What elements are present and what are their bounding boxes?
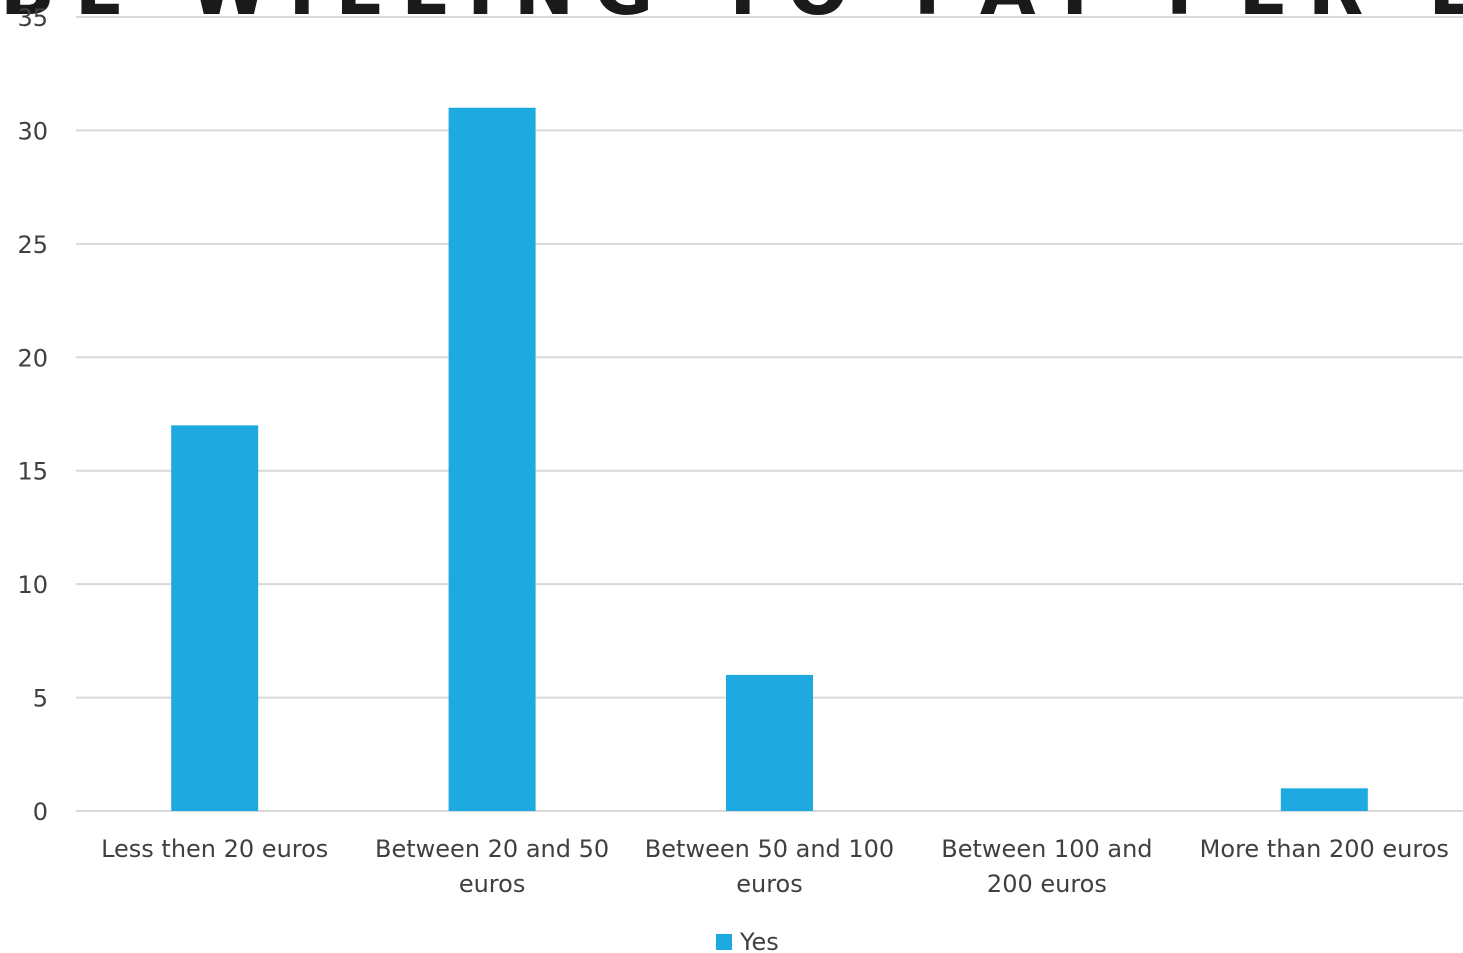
y-tick-label: 30 [17,117,48,145]
chart-title: BE WILLING TO PAY PER ECTS [0,0,1463,31]
x-category-label: More than 200 euros [1200,835,1449,863]
y-tick-label: 35 [17,4,48,32]
legend: Yes [716,928,779,953]
y-axis: 0 5 10 15 20 25 30 35 [17,4,48,826]
bar-1 [171,425,259,811]
x-category-label: Between 100 and 200 euros [941,835,1152,898]
legend-swatch-yes [716,934,732,950]
legend-label-yes: Yes [739,928,779,953]
gridlines [76,16,1463,812]
y-tick-label: 15 [17,458,48,486]
x-category-label: Between 20 and 50 euros [375,835,609,898]
x-category-label: Less then 20 euros [101,835,328,863]
y-tick-label: 20 [17,344,48,372]
y-tick-label: 5 [33,685,48,713]
y-tick-label: 0 [33,798,48,826]
x-category-label: Between 50 and 100 euros [645,835,894,898]
x-axis: Less then 20 euros Between 20 and 50 euros… [101,835,1449,898]
y-tick-label: 25 [17,231,48,259]
y-tick-label: 10 [17,571,48,599]
bar-2 [448,107,536,811]
bars [171,107,1368,811]
bar-5 [1280,788,1368,811]
bar-3 [726,674,813,811]
